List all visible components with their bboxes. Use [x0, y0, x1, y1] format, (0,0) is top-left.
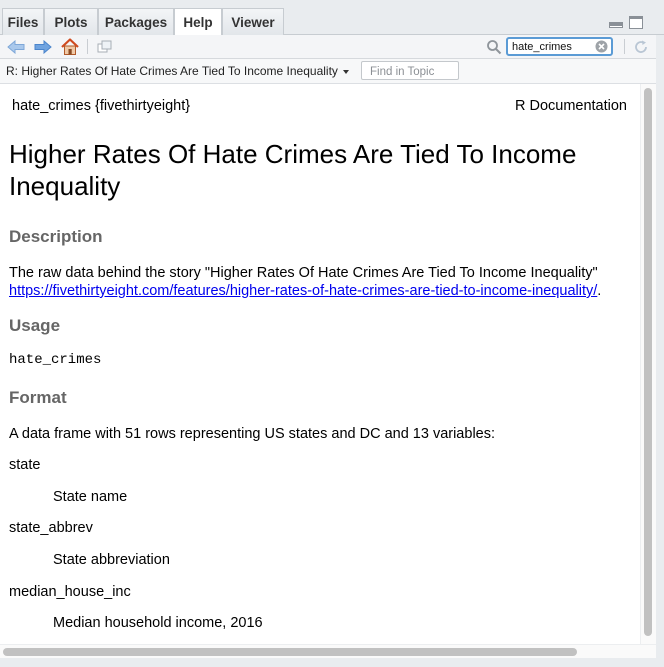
find-in-topic-field[interactable]	[361, 61, 460, 80]
home-icon	[61, 38, 79, 55]
tab-label: Files	[7, 14, 39, 30]
refresh-button[interactable]	[631, 37, 651, 57]
tab-packages[interactable]: Packages	[98, 8, 174, 35]
help-search-field[interactable]	[506, 37, 613, 56]
popout-icon	[97, 40, 112, 53]
tab-label: Plots	[54, 14, 88, 30]
tab-label: Viewer	[231, 14, 275, 30]
vertical-scrollbar[interactable]	[640, 84, 656, 644]
toolbar-separator	[87, 39, 88, 54]
magnifier-icon	[487, 40, 502, 55]
arrow-right-icon	[34, 40, 52, 54]
usage-code: hate_crimes	[9, 352, 102, 368]
variable-name: state	[9, 457, 41, 473]
search-icon-button	[484, 37, 504, 57]
chevron-down-icon	[342, 69, 349, 74]
home-button[interactable]	[60, 37, 80, 57]
horizontal-scroll-thumb[interactable]	[3, 648, 577, 656]
pane-frame	[656, 35, 664, 667]
clear-circle-icon[interactable]	[595, 40, 608, 53]
format-heading: Format	[9, 388, 67, 407]
variable-description: State name	[53, 489, 128, 505]
vertical-scroll-thumb[interactable]	[644, 88, 652, 636]
back-button[interactable]	[6, 37, 26, 57]
tab-label: Help	[183, 15, 213, 30]
maximize-pane-button[interactable]	[629, 16, 643, 29]
forward-button[interactable]	[33, 37, 53, 57]
tab-help[interactable]: Help	[174, 8, 222, 36]
pane-frame	[0, 658, 664, 667]
help-search-input[interactable]	[512, 41, 590, 53]
variable-description: State abbreviation	[53, 552, 170, 568]
toolbar-separator	[624, 39, 625, 54]
variable-name: state_abbrev	[9, 520, 93, 536]
minimize-pane-button[interactable]	[609, 22, 623, 28]
description-paragraph: The raw data behind the story "Higher Ra…	[9, 264, 637, 300]
page-title: Higher Rates Of Hate Crimes Are Tied To …	[9, 139, 577, 201]
popout-button[interactable]	[95, 37, 115, 57]
usage-heading: Usage	[9, 316, 61, 335]
tab-files[interactable]: Files	[2, 8, 44, 35]
horizontal-scrollbar[interactable]	[0, 644, 656, 658]
doc-package-header: hate_crimes {fivethirtyeight}	[12, 98, 191, 114]
doc-r-documentation-label: R Documentation	[514, 98, 627, 114]
description-text: The raw data behind the story "Higher Ra…	[9, 265, 598, 281]
tab-plots[interactable]: Plots	[44, 8, 98, 35]
find-in-topic-input[interactable]	[362, 64, 460, 78]
arrow-left-icon	[7, 40, 25, 54]
tab-viewer[interactable]: Viewer	[222, 8, 284, 35]
description-heading: Description	[9, 227, 103, 246]
topic-dropdown[interactable]: R: Higher Rates Of Hate Crimes Are Tied …	[6, 64, 349, 78]
topic-title: R: Higher Rates Of Hate Crimes Are Tied …	[6, 64, 338, 78]
refresh-icon	[635, 40, 647, 53]
story-link[interactable]: https://fivethirtyeight.com/features/hig…	[9, 283, 598, 299]
pane-tab-bar: Files Plots Packages Help Viewer	[0, 0, 664, 36]
format-text: A data frame with 51 rows representing U…	[9, 426, 496, 442]
variable-name: median_house_inc	[9, 584, 131, 600]
topic-bar: R: Higher Rates Of Hate Crimes Are Tied …	[0, 59, 664, 84]
tab-label: Packages	[104, 14, 168, 30]
description-trailer: .	[597, 283, 602, 299]
help-content: hate_crimes {fivethirtyeight} R Document…	[0, 84, 640, 644]
variable-description: Median household income, 2016	[53, 615, 263, 631]
